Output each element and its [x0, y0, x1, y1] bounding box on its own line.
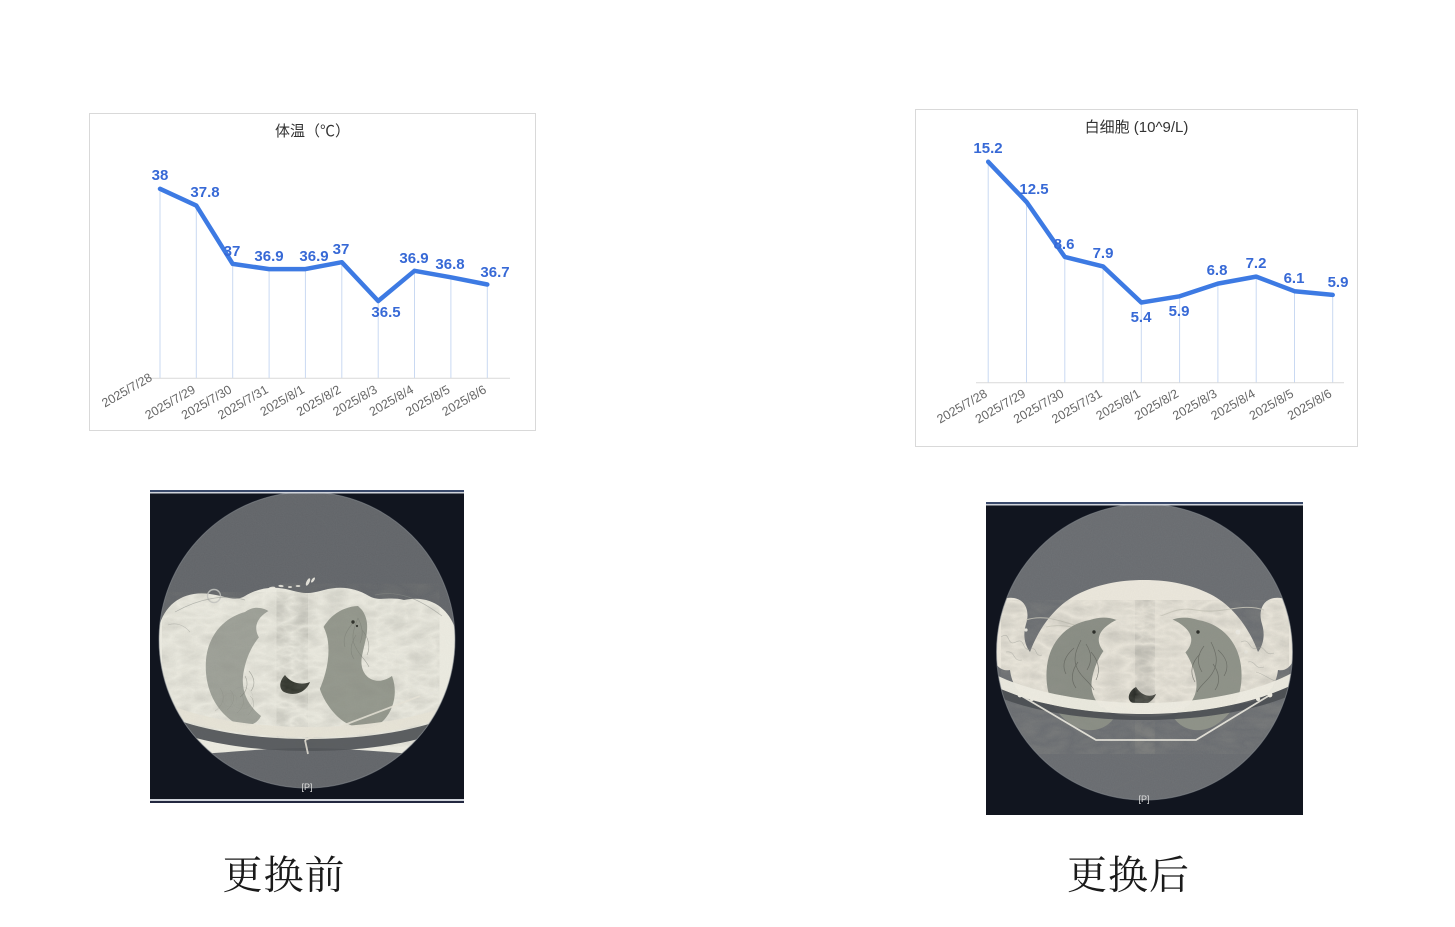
svg-text:36.5: 36.5	[371, 304, 400, 321]
svg-text:8.6: 8.6	[1054, 236, 1075, 253]
svg-text:36.9: 36.9	[299, 248, 328, 265]
svg-text:5.4: 5.4	[1131, 309, 1153, 326]
svg-text:36.7: 36.7	[480, 264, 509, 281]
svg-text:37: 37	[333, 241, 350, 258]
svg-text:2025/7/28: 2025/7/28	[99, 370, 154, 410]
svg-text:5.9: 5.9	[1328, 274, 1349, 291]
svg-text:7.9: 7.9	[1093, 245, 1114, 262]
svg-text:7.2: 7.2	[1246, 255, 1267, 272]
svg-text:12.5: 12.5	[1019, 181, 1048, 198]
svg-text:37: 37	[224, 243, 241, 260]
svg-text:2025/8/6: 2025/8/6	[1285, 386, 1334, 422]
svg-text:38: 38	[152, 167, 169, 184]
svg-text:6.1: 6.1	[1284, 270, 1305, 287]
svg-text:[P]: [P]	[301, 782, 312, 792]
svg-text:36.8: 36.8	[435, 256, 464, 273]
svg-text:6.8: 6.8	[1207, 262, 1228, 279]
svg-text:36.9: 36.9	[399, 250, 428, 267]
svg-text:15.2: 15.2	[973, 140, 1002, 157]
svg-text:[P]: [P]	[1138, 794, 1149, 804]
svg-text:5.9: 5.9	[1169, 303, 1190, 320]
svg-text:36.9: 36.9	[254, 248, 283, 265]
svg-text:37.8: 37.8	[190, 184, 219, 201]
